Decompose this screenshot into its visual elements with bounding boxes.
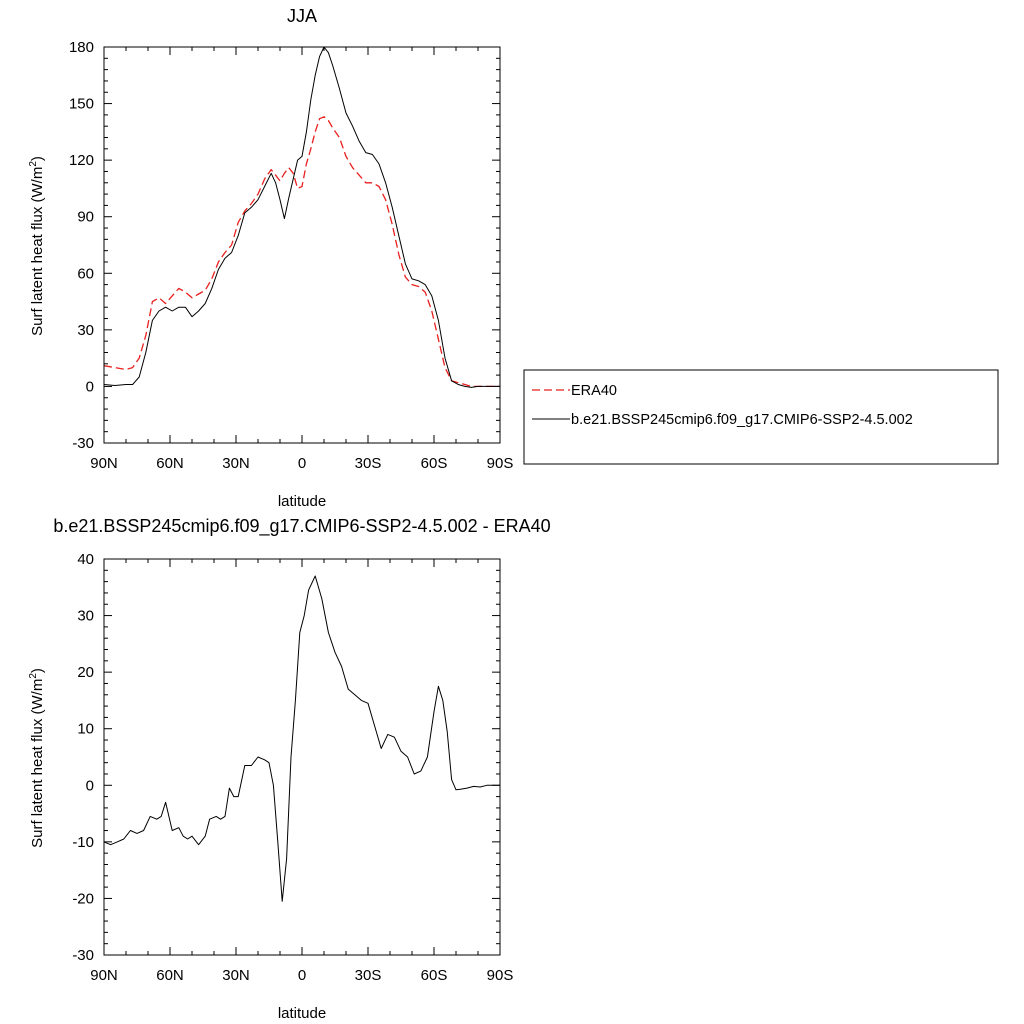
y-tick-label: 0 xyxy=(86,378,94,395)
top-chart-frame xyxy=(103,46,501,444)
series-line-model xyxy=(103,46,500,388)
y-tick-label: -30 xyxy=(72,947,94,964)
x-tick-label: 60S xyxy=(421,455,448,472)
y-tick-label: 60 xyxy=(77,265,94,282)
bottom-chart-series-group xyxy=(103,575,500,902)
x-tick-label: 30S xyxy=(355,455,382,472)
legend-label-era40: ERA40 xyxy=(571,383,617,399)
y-tick-label: -20 xyxy=(72,890,94,907)
bottom-chart-ticks: 90N 60N 30N 0 30S 60S 90S -30 -20 -10 0 10 20 30 40 xyxy=(72,551,513,984)
y-tick-label: -30 xyxy=(72,435,94,452)
top-chart-xlabel: latitude xyxy=(278,493,326,510)
x-tick-label: 0 xyxy=(298,455,306,472)
bottom-chart-frame xyxy=(103,558,501,956)
y-tick-label: 90 xyxy=(77,209,94,226)
legend-box xyxy=(523,369,999,465)
y-tick-label: 30 xyxy=(77,608,94,625)
x-tick-label: 30N xyxy=(222,455,250,472)
top-panel: JJA Surf latent heat flux (W/m2) latitud… xyxy=(28,6,513,510)
x-tick-label: 30N xyxy=(222,967,250,984)
x-tick-label: 90S xyxy=(487,455,514,472)
y-tick-label: 20 xyxy=(77,664,94,681)
x-tick-label: 60N xyxy=(156,455,184,472)
bottom-panel: b.e21.BSSP245cmip6.f09_g17.CMIP6-SSP2-4.… xyxy=(28,516,551,1022)
y-tick-label: 10 xyxy=(77,721,94,738)
y-tick-label: 180 xyxy=(69,39,94,56)
y-tick-label: 40 xyxy=(77,551,94,568)
top-chart-title: JJA xyxy=(287,6,317,26)
x-tick-label: 30S xyxy=(355,967,382,984)
top-chart-ylabel: Surf latent heat flux (W/m2) xyxy=(28,156,46,336)
x-tick-label: 90S xyxy=(487,967,514,984)
bottom-chart-ylabel: Surf latent heat flux (W/m2) xyxy=(28,668,46,848)
x-tick-label: 90N xyxy=(90,967,118,984)
legend: ERA40 b.e21.BSSP245cmip6.f09_g17.CMIP6-S… xyxy=(523,369,999,465)
x-tick-label: 60N xyxy=(156,967,184,984)
y-tick-label: 120 xyxy=(69,152,94,169)
y-tick-label: 0 xyxy=(86,777,94,794)
x-tick-label: 90N xyxy=(90,455,118,472)
series-line-difference xyxy=(103,575,500,902)
x-tick-label: 60S xyxy=(421,967,448,984)
bottom-chart-xlabel: latitude xyxy=(278,1005,326,1022)
legend-label-model: b.e21.BSSP245cmip6.f09_g17.CMIP6-SSP2-4.… xyxy=(571,412,913,428)
y-tick-label: -10 xyxy=(72,834,94,851)
top-chart-series-group xyxy=(103,46,500,388)
y-tick-label: 150 xyxy=(69,96,94,113)
series-line-era40 xyxy=(103,116,500,388)
bottom-chart-title: b.e21.BSSP245cmip6.f09_g17.CMIP6-SSP2-4.… xyxy=(53,516,550,537)
x-tick-label: 0 xyxy=(298,967,306,984)
y-tick-label: 30 xyxy=(77,322,94,339)
top-chart-ticks: 90N 60N 30N 0 30S 60S 90S -30 0 30 60 90 120 150 180 xyxy=(69,39,513,472)
